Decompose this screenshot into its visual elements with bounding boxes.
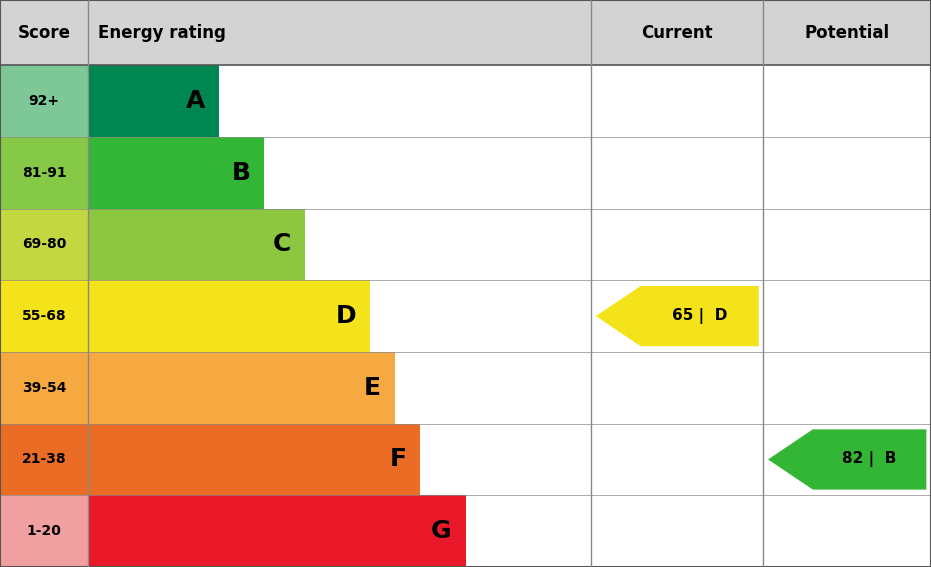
Text: 92+: 92+ xyxy=(29,94,60,108)
Polygon shape xyxy=(596,286,759,346)
Text: 55-68: 55-68 xyxy=(22,309,66,323)
Text: 39-54: 39-54 xyxy=(22,381,66,395)
Text: 21-38: 21-38 xyxy=(22,452,66,467)
Text: B: B xyxy=(232,160,250,185)
Text: D: D xyxy=(335,304,356,328)
Text: 81-91: 81-91 xyxy=(22,166,66,180)
Text: E: E xyxy=(364,376,381,400)
Bar xyxy=(0,209,88,280)
Bar xyxy=(0,280,88,352)
Text: A: A xyxy=(186,89,205,113)
Bar xyxy=(0,0,931,65)
Text: Score: Score xyxy=(18,24,71,41)
Text: F: F xyxy=(389,447,406,472)
Bar xyxy=(88,65,219,137)
Bar xyxy=(88,209,304,280)
Text: 1-20: 1-20 xyxy=(27,524,61,538)
Text: Potential: Potential xyxy=(804,24,890,41)
Bar xyxy=(0,424,88,496)
Polygon shape xyxy=(768,429,926,489)
Bar xyxy=(0,496,88,567)
Bar xyxy=(88,496,466,567)
Bar xyxy=(88,352,395,424)
Text: C: C xyxy=(272,232,290,256)
Text: Energy rating: Energy rating xyxy=(98,24,225,41)
Bar xyxy=(0,65,88,137)
Bar xyxy=(0,137,88,209)
Bar xyxy=(88,137,264,209)
Bar xyxy=(88,424,420,496)
Text: 82 |  B: 82 | B xyxy=(843,451,897,467)
Text: Current: Current xyxy=(641,24,713,41)
Text: 69-80: 69-80 xyxy=(22,238,66,251)
Text: G: G xyxy=(431,519,452,543)
Bar xyxy=(88,280,370,352)
Text: 65 |  D: 65 | D xyxy=(672,308,727,324)
Bar xyxy=(0,352,88,424)
